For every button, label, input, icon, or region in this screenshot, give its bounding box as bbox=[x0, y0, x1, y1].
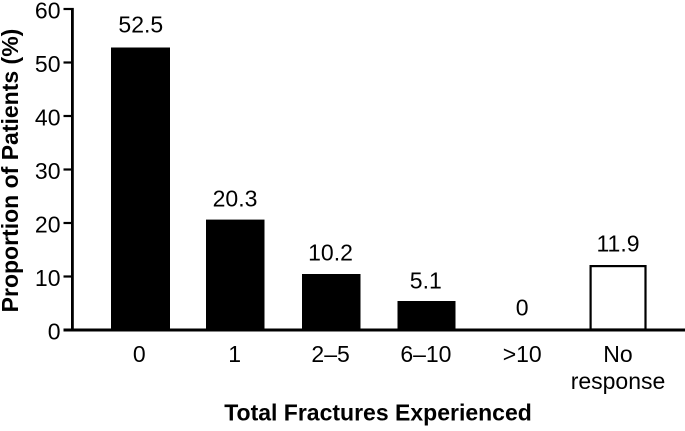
svg-text:20: 20 bbox=[35, 212, 61, 238]
svg-text:11.9: 11.9 bbox=[596, 230, 639, 256]
svg-text:1: 1 bbox=[228, 341, 241, 367]
svg-text:2–5: 2–5 bbox=[311, 341, 349, 367]
svg-text:0: 0 bbox=[516, 295, 529, 321]
svg-text:60: 60 bbox=[35, 0, 61, 24]
svg-text:20.3: 20.3 bbox=[213, 185, 258, 211]
svg-text:Total Fractures Experienced: Total Fractures Experienced bbox=[224, 400, 532, 426]
svg-text:10: 10 bbox=[35, 265, 61, 291]
svg-text:>10: >10 bbox=[503, 341, 542, 367]
svg-text:6–10: 6–10 bbox=[400, 341, 451, 367]
svg-text:40: 40 bbox=[35, 105, 61, 131]
svg-text:0: 0 bbox=[133, 341, 146, 367]
svg-text:30: 30 bbox=[35, 158, 61, 184]
svg-text:No: No bbox=[603, 341, 632, 367]
svg-text:response: response bbox=[571, 368, 666, 394]
svg-text:10.2: 10.2 bbox=[308, 240, 353, 266]
svg-text:50: 50 bbox=[35, 51, 61, 77]
svg-text:0: 0 bbox=[48, 319, 61, 345]
svg-text:52.5: 52.5 bbox=[118, 12, 163, 38]
svg-text:5.1: 5.1 bbox=[410, 268, 442, 294]
svg-text:Proportion of Patients (%): Proportion of Patients (%) bbox=[0, 29, 23, 313]
